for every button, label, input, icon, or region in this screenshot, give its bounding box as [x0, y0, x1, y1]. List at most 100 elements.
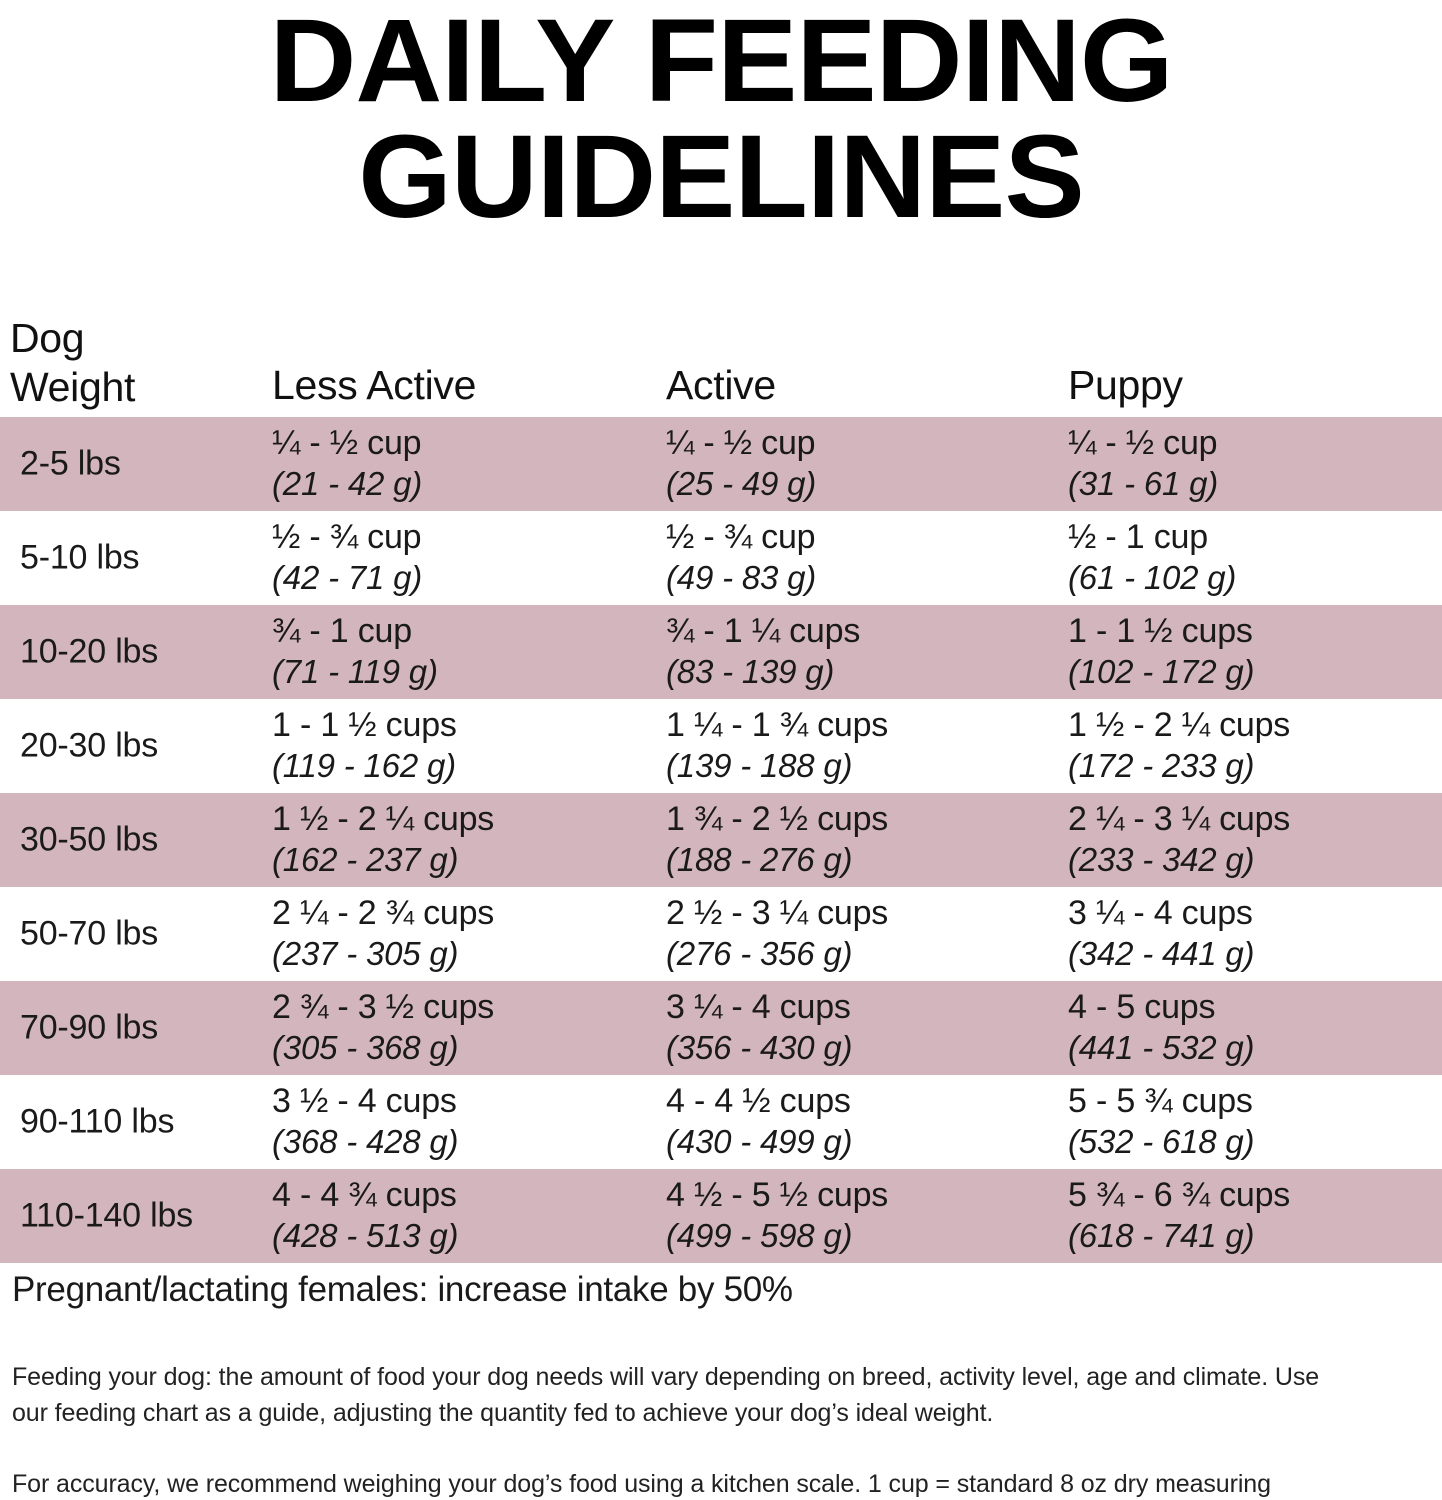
cell-puppy: 1 - 1 ½ cups (102 - 172 g) [1068, 611, 1255, 693]
cell-active-grams: (276 - 356 g) [666, 935, 853, 973]
title-line-1: DAILY FEEDING [269, 0, 1173, 127]
cell-puppy-grams: (441 - 532 g) [1068, 1029, 1255, 1067]
cell-active: 1 ¾ - 2 ½ cups (188 - 276 g) [666, 799, 888, 881]
table-body: 2-5 lbs ¼ - ½ cup (21 - 42 g) ¼ - ½ cup (25 … [0, 417, 1442, 1263]
cell-less-active: 3 ½ - 4 cups (368 - 428 g) [272, 1081, 459, 1163]
cell-active-cups: 4 ½ - 5 ½ cups [666, 1176, 889, 1215]
cell-active-grams: (356 - 430 g) [666, 1029, 853, 1067]
cell-active: 2 ½ - 3 ¼ cups (276 - 356 g) [666, 893, 888, 975]
cell-less-active-cups: ½ - ¾ cup [272, 518, 422, 557]
cell-puppy-cups: 1 ½ - 2 ¼ cups [1068, 706, 1291, 745]
cell-puppy: 5 - 5 ¾ cups (532 - 618 g) [1068, 1081, 1255, 1163]
table-row: 90-110 lbs 3 ½ - 4 cups (368 - 428 g) 4 - 4… [0, 1075, 1442, 1169]
cell-active: ¼ - ½ cup (25 - 49 g) [666, 423, 816, 505]
table-row: 30-50 lbs 1 ½ - 2 ¼ cups (162 - 237 g) 1 ¾ … [0, 793, 1442, 887]
cell-less-active-grams: (428 - 513 g) [272, 1217, 459, 1255]
cell-active-cups: ¾ - 1 ¼ cups [666, 612, 861, 651]
table-row: 2-5 lbs ¼ - ½ cup (21 - 42 g) ¼ - ½ cup (25 … [0, 417, 1442, 511]
cell-puppy-grams: (31 - 61 g) [1068, 465, 1219, 503]
feeding-guidance-paragraph: Feeding your dog: the amount of food you… [12, 1363, 1320, 1427]
cell-less-active: 2 ¾ - 3 ½ cups (305 - 368 g) [272, 987, 494, 1069]
cell-puppy: 1 ½ - 2 ¼ cups (172 - 233 g) [1068, 705, 1290, 787]
table-row: 70-90 lbs 2 ¾ - 3 ½ cups (305 - 368 g) 3 ¼ … [0, 981, 1442, 1075]
cell-dog-weight: 70-90 lbs [20, 1008, 159, 1047]
cell-less-active-grams: (237 - 305 g) [272, 935, 459, 973]
cell-less-active: ¼ - ½ cup (21 - 42 g) [272, 423, 422, 505]
cell-less-active-cups: 1 ½ - 2 ¼ cups [272, 800, 495, 839]
cell-puppy: 3 ¼ - 4 cups (342 - 441 g) [1068, 893, 1255, 975]
cell-active-cups: ¼ - ½ cup [666, 424, 816, 463]
column-header-dog-weight-line2: Weight [10, 363, 136, 410]
cell-active-grams: (188 - 276 g) [666, 841, 853, 879]
table-row: 5-10 lbs ½ - ¾ cup (42 - 71 g) ½ - ¾ cup (49… [0, 511, 1442, 605]
cell-less-active-cups: 3 ½ - 4 cups [272, 1082, 457, 1121]
pregnant-lactating-note: Pregnant/lactating females: increase int… [12, 1270, 793, 1309]
cell-active: 1 ¼ - 1 ¾ cups (139 - 188 g) [666, 705, 888, 787]
column-header-less-active: Less Active [272, 361, 477, 408]
cell-puppy: 4 - 5 cups (441 - 532 g) [1068, 987, 1255, 1069]
cell-less-active-grams: (368 - 428 g) [272, 1123, 459, 1161]
cell-less-active-grams: (162 - 237 g) [272, 841, 459, 879]
cell-puppy: 2 ¼ - 3 ¼ cups (233 - 342 g) [1068, 799, 1290, 881]
cell-active-cups: 2 ½ - 3 ¼ cups [666, 894, 889, 933]
cell-puppy-grams: (532 - 618 g) [1068, 1123, 1255, 1161]
cell-puppy-cups: ¼ - ½ cup [1068, 424, 1218, 463]
cell-less-active: 1 - 1 ½ cups (119 - 162 g) [272, 705, 457, 787]
cell-dog-weight: 90-110 lbs [20, 1102, 175, 1141]
cell-less-active-cups: 4 - 4 ¾ cups [272, 1176, 457, 1215]
cell-less-active-grams: (42 - 71 g) [272, 559, 423, 597]
table-row: 110-140 lbs 4 - 4 ¾ cups (428 - 513 g) 4 ½ … [0, 1169, 1442, 1263]
cell-puppy: ½ - 1 cup (61 - 102 g) [1068, 517, 1236, 599]
footer-notes: Pregnant/lactating females: increase int… [0, 1269, 1442, 1500]
table-row: 10-20 lbs ¾ - 1 cup (71 - 119 g) ¾ - 1 ¼ cu… [0, 605, 1442, 699]
table-row: 50-70 lbs 2 ¼ - 2 ¾ cups (237 - 305 g) 2 ½ … [0, 887, 1442, 981]
cell-puppy-cups: ½ - 1 cup [1068, 518, 1208, 557]
cell-puppy-cups: 2 ¼ - 3 ¼ cups [1068, 800, 1291, 839]
cell-active: ¾ - 1 ¼ cups (83 - 139 g) [666, 611, 860, 693]
cell-dog-weight: 110-140 lbs [20, 1196, 193, 1235]
cell-puppy: 5 ¾ - 6 ¾ cups (618 - 741 g) [1068, 1175, 1290, 1257]
cell-puppy-cups: 3 ¼ - 4 cups [1068, 894, 1253, 933]
cell-puppy-grams: (342 - 441 g) [1068, 935, 1255, 973]
cell-active: ½ - ¾ cup (49 - 83 g) [666, 517, 816, 599]
accuracy-paragraph: For accuracy, we recommend weighing your… [12, 1470, 1271, 1498]
cell-active-grams: (430 - 499 g) [666, 1123, 853, 1161]
cell-less-active-grams: (305 - 368 g) [272, 1029, 459, 1067]
column-header-active: Active [666, 361, 776, 408]
cell-puppy-grams: (172 - 233 g) [1068, 747, 1255, 785]
cell-active-grams: (83 - 139 g) [666, 653, 835, 691]
cell-dog-weight: 10-20 lbs [20, 632, 159, 671]
cell-puppy-cups: 5 - 5 ¾ cups [1068, 1082, 1253, 1121]
cell-puppy-cups: 4 - 5 cups [1068, 988, 1216, 1027]
cell-less-active: 1 ½ - 2 ¼ cups (162 - 237 g) [272, 799, 494, 881]
cell-puppy-cups: 5 ¾ - 6 ¾ cups [1068, 1176, 1291, 1215]
page-title: DAILY FEEDING GUIDELINES [0, 0, 1442, 235]
cell-puppy-grams: (61 - 102 g) [1068, 559, 1237, 597]
cell-less-active: ¾ - 1 cup (71 - 119 g) [272, 611, 438, 693]
table-row: 20-30 lbs 1 - 1 ½ cups (119 - 162 g) 1 ¼ - … [0, 699, 1442, 793]
cell-less-active-cups: 2 ¾ - 3 ½ cups [272, 988, 495, 1027]
cell-active-cups: ½ - ¾ cup [666, 518, 816, 557]
cell-active-grams: (499 - 598 g) [666, 1217, 853, 1255]
cell-dog-weight: 5-10 lbs [20, 538, 140, 577]
cell-less-active: 2 ¼ - 2 ¾ cups (237 - 305 g) [272, 893, 494, 975]
cell-dog-weight: 2-5 lbs [20, 444, 121, 483]
cell-less-active-grams: (21 - 42 g) [272, 465, 423, 503]
feeding-table: Dog Weight Less Active Active Puppy 2-5 … [0, 299, 1442, 1263]
cell-dog-weight: 20-30 lbs [20, 726, 159, 765]
cell-active-grams: (139 - 188 g) [666, 747, 853, 785]
cell-less-active: 4 - 4 ¾ cups (428 - 513 g) [272, 1175, 459, 1257]
cell-puppy-grams: (233 - 342 g) [1068, 841, 1255, 879]
cell-active-cups: 3 ¼ - 4 cups [666, 988, 851, 1027]
title-line-2: GUIDELINES [358, 110, 1084, 243]
column-header-dog-weight: Dog Weight [10, 314, 135, 411]
cell-active-cups: 1 ¾ - 2 ½ cups [666, 800, 889, 839]
column-header-dog-weight-line1: Dog [10, 315, 85, 362]
cell-active: 3 ¼ - 4 cups (356 - 430 g) [666, 987, 853, 1069]
table-header-row: Dog Weight Less Active Active Puppy [0, 299, 1442, 417]
cell-less-active-grams: (119 - 162 g) [272, 747, 456, 785]
cell-dog-weight: 30-50 lbs [20, 820, 159, 859]
cell-active-cups: 4 - 4 ½ cups [666, 1082, 851, 1121]
cell-dog-weight: 50-70 lbs [20, 914, 159, 953]
